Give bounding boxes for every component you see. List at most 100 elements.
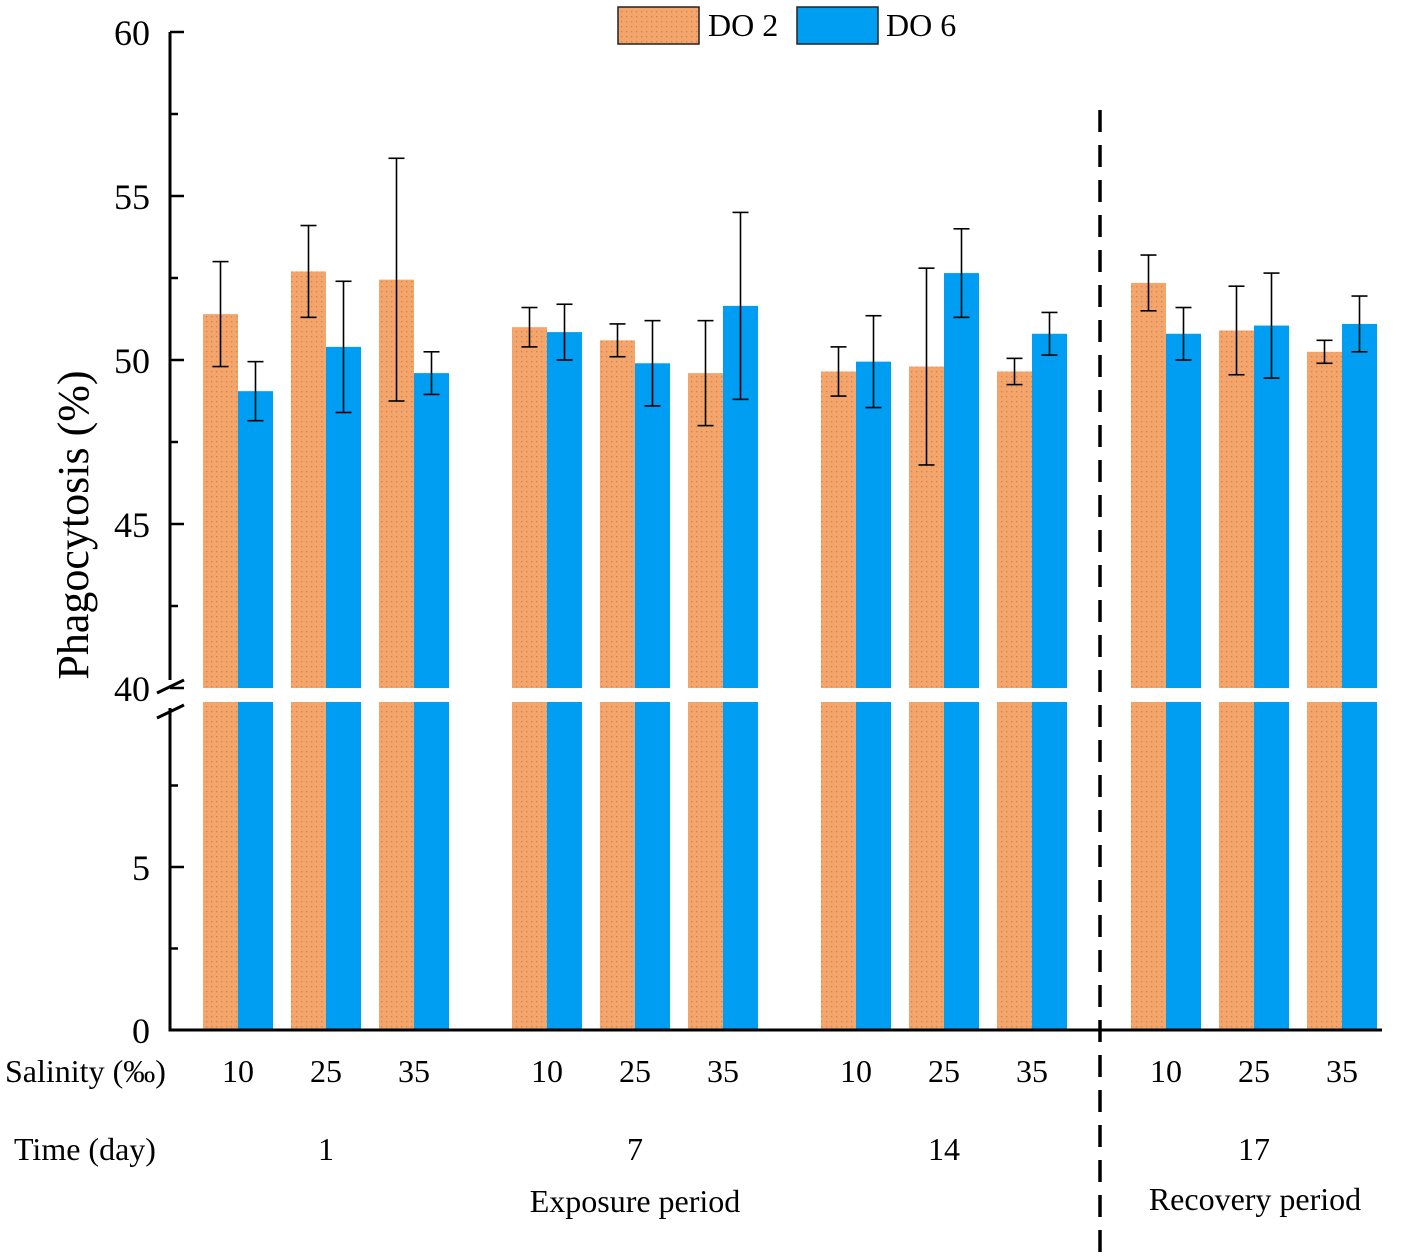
bar-lower-do2-day17-sal25 <box>1219 702 1254 1030</box>
bar-lower-do2-day1-sal25 <box>291 702 326 1030</box>
legend-label-do6: DO 6 <box>886 7 956 43</box>
bar-lower-do2-day7-sal35 <box>688 702 723 1030</box>
error-bar-do2-day7-sal10 <box>521 306 538 348</box>
legend-swatch-do6 <box>796 6 879 45</box>
bar-lower-do2-day17-sal35 <box>1307 702 1342 1030</box>
error-bar-do6-day14-sal35 <box>1041 311 1058 356</box>
axis-break-marks <box>156 678 185 720</box>
bar-lower-do2-day14-sal35 <box>997 702 1032 1030</box>
error-bar-do2-day7-sal25 <box>609 323 626 358</box>
bar-do2-day7-sal25 <box>600 340 635 688</box>
bar-do2-day14-sal35 <box>997 371 1032 688</box>
error-bar-do6-day1-sal35 <box>423 350 440 396</box>
exposure-period-label: Exposure period <box>530 1183 741 1219</box>
bar-do2-day1-sal10 <box>203 314 238 688</box>
bar-do2-day17-sal10 <box>1131 282 1166 688</box>
y-tick-label-5: 5 <box>132 848 150 888</box>
bars-layer <box>203 271 1377 1030</box>
bar-do2-day1-sal25 <box>291 271 326 688</box>
bar-do6-day17-sal10 <box>1166 333 1201 688</box>
x-category-labels: 10 25 35 1 10 25 35 7 10 25 35 14 10 25 35 17 <box>222 1053 1358 1167</box>
error-bar-do2-day1-sal10 <box>212 260 229 368</box>
bar-lower-do6-day17-sal25 <box>1254 702 1289 1030</box>
bar-lower-do6-day14-sal35 <box>1032 702 1067 1030</box>
bar-do6-day7-sal10 <box>547 332 582 688</box>
bar-do6-day7-sal25 <box>635 363 670 688</box>
salinity-label-day1-10: 10 <box>222 1053 254 1089</box>
error-bar-do2-day1-sal25 <box>300 224 317 319</box>
bar-lower-do2-day7-sal10 <box>512 702 547 1030</box>
y-tick-label-45: 45 <box>114 505 150 545</box>
bar-lower-do6-day1-sal25 <box>326 702 361 1030</box>
bar-lower-do6-day17-sal10 <box>1166 702 1201 1030</box>
salinity-label-day17-25: 25 <box>1238 1053 1270 1089</box>
bar-lower-do2-day14-sal25 <box>909 702 944 1030</box>
bar-lower-do2-day14-sal10 <box>821 702 856 1030</box>
recovery-period-label: Recovery period <box>1149 1181 1361 1217</box>
time-label-day14: 14 <box>928 1131 960 1167</box>
y-tick-label-55: 55 <box>114 177 150 217</box>
bar-do6-day1-sal35 <box>414 373 449 688</box>
error-bar-do6-day17-sal10 <box>1175 306 1192 361</box>
salinity-label-day14-10: 10 <box>840 1053 872 1089</box>
bar-lower-do6-day1-sal35 <box>414 702 449 1030</box>
time-row-label: Time (day) <box>14 1131 156 1167</box>
error-bar-do2-day14-sal10 <box>830 346 847 397</box>
y-tick-label-60: 60 <box>114 13 150 53</box>
error-bar-do2-day14-sal25 <box>918 267 935 466</box>
bar-do6-day14-sal35 <box>1032 333 1067 688</box>
bar-lower-do6-day1-sal10 <box>238 702 273 1030</box>
salinity-label-day17-35: 35 <box>1326 1053 1358 1089</box>
salinity-label-day1-35: 35 <box>398 1053 430 1089</box>
y-tick-label-40: 40 <box>114 669 150 709</box>
error-bar-do2-day14-sal35 <box>1006 357 1023 386</box>
error-bar-do6-day14-sal10 <box>865 314 882 409</box>
bar-lower-do6-day14-sal10 <box>856 702 891 1030</box>
bar-do6-day14-sal10 <box>856 361 891 688</box>
bar-lower-do6-day14-sal25 <box>944 702 979 1030</box>
bar-do2-day7-sal10 <box>512 327 547 688</box>
y-tick-label-50: 50 <box>114 341 150 381</box>
y-axis-title: Phagocytosis (%) <box>49 370 98 679</box>
bar-lower-do2-day17-sal10 <box>1131 702 1166 1030</box>
bar-do6-day1-sal10 <box>238 391 273 688</box>
salinity-label-day14-25: 25 <box>928 1053 960 1089</box>
bar-lower-do2-day1-sal35 <box>379 702 414 1030</box>
bar-do6-day17-sal25 <box>1254 325 1289 688</box>
y-axis: 40 45 50 55 60 0 5 <box>114 13 1382 1051</box>
salinity-label-day14-35: 35 <box>1016 1053 1048 1089</box>
y-tick-label-0: 0 <box>132 1011 150 1051</box>
salinity-label-day1-25: 25 <box>310 1053 342 1089</box>
error-bars-layer <box>212 157 1368 466</box>
error-bar-do2-day17-sal35 <box>1316 339 1333 365</box>
legend: DO 2 DO 6 <box>617 6 956 45</box>
error-bar-do2-day1-sal35 <box>388 157 405 402</box>
error-bar-do6-day1-sal25 <box>335 280 352 414</box>
bar-lower-do6-day17-sal35 <box>1342 702 1377 1030</box>
time-label-day7: 7 <box>627 1131 643 1167</box>
error-bar-do6-day14-sal25 <box>953 228 970 319</box>
error-bar-do6-day7-sal35 <box>732 211 749 401</box>
bar-do6-day17-sal35 <box>1342 323 1377 688</box>
time-label-day17: 17 <box>1238 1131 1270 1167</box>
error-bar-do2-day7-sal35 <box>697 319 714 427</box>
legend-swatch-do2 <box>617 6 700 45</box>
bar-lower-do6-day7-sal35 <box>723 702 758 1030</box>
bar-do2-day14-sal10 <box>821 371 856 688</box>
salinity-label-day7-10: 10 <box>531 1053 563 1089</box>
salinity-label-day17-10: 10 <box>1150 1053 1182 1089</box>
bar-do2-day17-sal25 <box>1219 330 1254 688</box>
bar-lower-do6-day7-sal25 <box>635 702 670 1030</box>
bar-do2-day17-sal35 <box>1307 351 1342 688</box>
legend-label-do2: DO 2 <box>708 7 778 43</box>
error-bar-do6-day7-sal10 <box>556 303 573 361</box>
error-bar-do6-day1-sal10 <box>247 360 264 422</box>
bar-lower-do6-day7-sal10 <box>547 702 582 1030</box>
error-bar-do2-day17-sal25 <box>1228 285 1245 376</box>
salinity-row-label: Salinity (‰) <box>5 1053 166 1089</box>
error-bar-do2-day17-sal10 <box>1140 254 1157 312</box>
error-bar-do6-day7-sal25 <box>644 319 661 407</box>
time-label-day1: 1 <box>318 1131 334 1167</box>
bar-lower-do2-day7-sal25 <box>600 702 635 1030</box>
